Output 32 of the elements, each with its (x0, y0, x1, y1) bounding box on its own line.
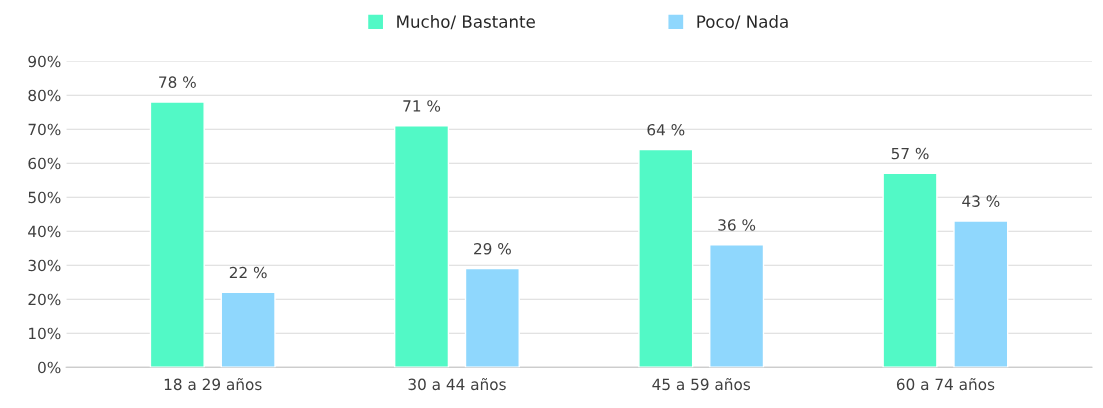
x-tick-label: 60 a 74 años (896, 378, 995, 391)
y-tick-label: 0% (38, 361, 61, 374)
bar (882, 172, 938, 368)
y-tick-label: 90% (28, 55, 61, 68)
bar (638, 148, 694, 368)
x-tick-label: 30 a 44 años (408, 378, 506, 391)
data-label: 57 % (891, 147, 929, 160)
y-tick-label: 80% (28, 89, 61, 102)
data-label: 29 % (474, 242, 511, 255)
y-tick-label: 10% (29, 327, 61, 340)
data-label: 64 % (647, 123, 685, 136)
y-tick-label: 50% (28, 191, 61, 204)
x-tick-label: 45 a 59 años (652, 378, 751, 391)
bar (393, 125, 450, 368)
y-tick-label: 60% (28, 157, 61, 170)
y-tick-label: 40% (28, 225, 61, 238)
x-tick-label: 18 a 29 años (164, 378, 262, 391)
data-label: 36 % (718, 219, 756, 231)
bar (709, 244, 765, 368)
y-tick-label: 70% (28, 123, 61, 136)
legend-label: Poco/ Nada (697, 15, 788, 30)
data-label: 22 % (229, 266, 267, 279)
data-label: 43 % (962, 195, 1000, 207)
bar (464, 267, 520, 368)
bar (953, 220, 1009, 368)
data-label: 71 % (403, 100, 441, 112)
data-label: 78 % (159, 76, 196, 88)
legend-label: Mucho/ Bastante (397, 15, 535, 30)
bar (149, 101, 205, 368)
y-tick-label: 30% (28, 259, 61, 272)
bar (220, 291, 276, 368)
y-tick-label: 20% (28, 293, 61, 306)
